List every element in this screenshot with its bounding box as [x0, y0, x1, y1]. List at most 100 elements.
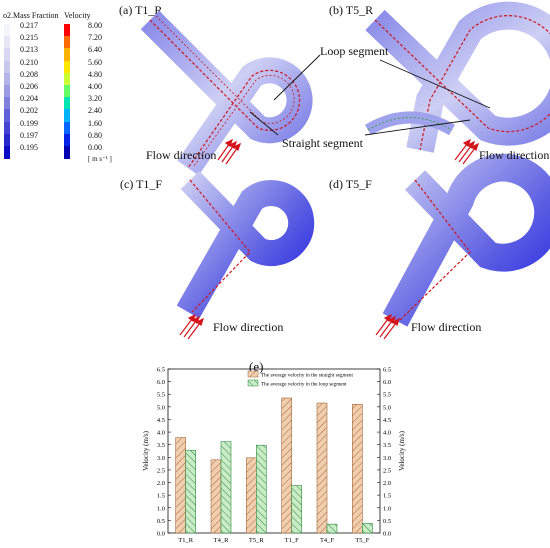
bar-straight-segment: [210, 459, 222, 534]
y-tick-label-right: 3.5: [383, 442, 391, 449]
bar-straight-segment: [246, 457, 257, 534]
flow-direction-label-b: Flow direction: [479, 148, 550, 162]
pipe-panel-c: [176, 170, 315, 319]
o2-legend-swatch: [4, 121, 10, 135]
o2-legend-swatch: [4, 85, 10, 98]
y-tick-label-right: 0.5: [383, 518, 391, 525]
y-tick-label-right: 4.5: [383, 417, 391, 424]
pipe-panel-b: [364, 1, 550, 153]
flow-direction-label-a: Flow direction: [146, 148, 217, 162]
o2-legend-tick-label: 0.208: [20, 69, 38, 79]
velocity-legend-swatch: [64, 72, 70, 86]
y-tick-label-left: 2.5: [157, 467, 165, 474]
bar-loop-segment: [185, 449, 196, 534]
panel-label-b: (b) T5_R: [329, 3, 374, 17]
bar-loop-segment: [291, 485, 302, 534]
y-tick-label-left: 1.0: [157, 505, 165, 512]
velocity-legend-tick-label: 6.40: [88, 45, 102, 55]
y-tick-label-left: 1.5: [157, 493, 165, 500]
bar-straight-segment: [175, 437, 186, 534]
x-category-label: T1_F: [285, 537, 299, 544]
velocity-legend-tick-label: 4.00: [88, 82, 102, 91]
bar-straight-segment: [281, 397, 292, 534]
o2-legend-swatch: [4, 146, 10, 159]
y-tick-label-left: 4.5: [157, 417, 165, 424]
o2-legend-swatch: [4, 97, 10, 110]
x-category-label: T5_R: [249, 537, 264, 544]
flow-arrows: [179, 138, 480, 340]
y-tick-label-left: 0.5: [157, 518, 165, 525]
velocity-legend-tick-label: 4.80: [88, 69, 102, 79]
y-tick-label-left: 4.0: [157, 430, 165, 437]
velocity-unit: [ m s⁻¹ ]: [88, 155, 112, 163]
velocity-legend-tick-label: 1.60: [88, 118, 102, 128]
y-tick-label-right: 1.0: [383, 505, 391, 512]
o2-legend-tick-label: 0.217: [20, 21, 38, 30]
velocity-legend-swatch: [64, 48, 70, 62]
o2-legend-swatch: [4, 48, 10, 62]
y-tick-label-left: 2.0: [157, 480, 165, 487]
o2-legend-tick-label: 0.195: [20, 143, 38, 152]
callout-lines: [249, 54, 491, 136]
velocity-legend-tick-label: 3.20: [88, 94, 102, 104]
bar-straight-segment: [316, 402, 328, 534]
plot-frame: [167, 368, 381, 534]
y-tick-label-left: 3.0: [157, 455, 165, 462]
loop-segment-label: Loop segment: [320, 44, 389, 58]
o2-legend-tick-label: 0.197: [20, 130, 38, 140]
legend-swatch: [247, 370, 259, 378]
velocity-legend-tick-label: 2.40: [88, 106, 102, 116]
pipe-panel-a: [140, 10, 313, 176]
velocity-legend-swatch: [64, 24, 70, 37]
bar-straight-segment: [352, 404, 363, 534]
o2-legend-swatch: [4, 109, 10, 123]
panel-label-d: (d) T5_F: [329, 177, 372, 191]
o2-legend-tick-label: 0.213: [20, 45, 38, 55]
velocity-legend-swatch: [64, 85, 70, 98]
straight-segment-label: Straight segment: [282, 136, 363, 150]
velocity-legend-swatch: [64, 133, 70, 147]
o2-legend-title: o2.Mass Fraction: [3, 11, 59, 20]
o2-legend-swatch: [4, 24, 10, 37]
legend-label: The average velocity in the loop segment: [261, 382, 347, 388]
pipe-panel-d: [382, 153, 550, 327]
y-tick-label-left: 3.5: [157, 442, 165, 449]
velocity-legend-swatch: [64, 109, 70, 123]
panel-label-e: (e): [249, 359, 264, 374]
velocity-legend-title: Velocity: [64, 11, 91, 20]
velocity-legend-swatch: [64, 121, 70, 135]
velocity-legend-swatch: [64, 60, 70, 74]
x-category-label: T5_F: [355, 537, 369, 544]
y-tick-label-right: 6.5: [383, 367, 391, 374]
y-tick-label-right: 2.5: [383, 467, 391, 474]
velocity-legend-swatch: [64, 97, 70, 110]
y-tick-label-left: 6.0: [157, 379, 165, 386]
o2-legend-swatch: [4, 133, 10, 147]
y-tick-label-right: 0.0: [383, 531, 391, 538]
bar-loop-segment: [220, 441, 232, 534]
legend-swatch: [247, 379, 259, 387]
x-category-label: T4_R: [214, 537, 229, 544]
velocity-legend-tick-label: 7.20: [88, 33, 102, 43]
velocity-legend-tick-label: 8.00: [88, 21, 102, 30]
velocity-legend-swatch: [64, 36, 70, 49]
y-axis-label-right: Velocity (m/s): [398, 430, 406, 471]
o2-legend-swatch: [4, 60, 10, 74]
o2-legend-tick-label: 0.202: [20, 106, 38, 116]
x-category-label: T4_F: [320, 537, 334, 544]
y-tick-label-right: 6.0: [383, 379, 391, 386]
bar-loop-segment: [362, 523, 373, 534]
y-tick-label-left: 5.5: [157, 392, 165, 399]
o2-legend-swatch: [4, 36, 10, 49]
velocity-bar-chart: 0.0 0.0 0.5 0.5 1.0 1.0 1.5 1.5 2.0 2.0 2.5 2.5 3.0 3…: [142, 367, 406, 545]
bar-loop-segment: [256, 444, 267, 534]
velocity-legend-tick-label: 5.60: [88, 57, 102, 67]
velocity-legend-tick-label: 0.00: [88, 143, 102, 152]
velocity-legend-tick-label: 0.80: [88, 130, 102, 140]
o2-legend-tick-label: 0.204: [20, 94, 38, 104]
y-axis-label-left: Velocity (m/s): [142, 430, 150, 471]
y-tick-label-right: 4.0: [383, 430, 391, 437]
y-tick-label-right: 2.0: [383, 480, 391, 487]
panel-label-c: (c) T1_F: [120, 177, 163, 191]
y-tick-label-right: 5.0: [383, 404, 391, 411]
